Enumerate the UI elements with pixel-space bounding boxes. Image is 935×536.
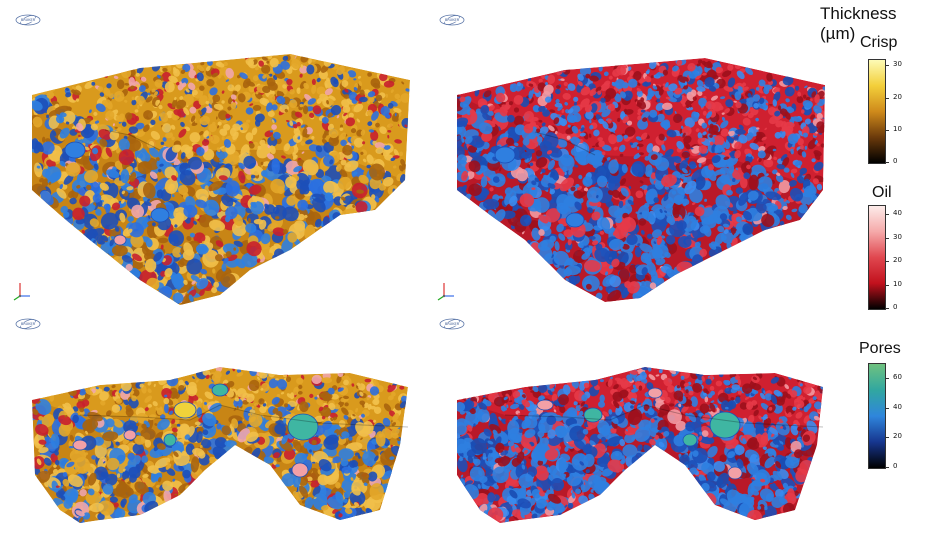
- colorbar-tick-mark: [886, 261, 889, 263]
- colorbar-tick-label: 20: [893, 92, 902, 101]
- colorbar-tick-mark: [886, 377, 889, 379]
- colorbar-tick-label: 10: [893, 124, 902, 133]
- colorbar-tick-mark: [886, 129, 889, 131]
- colorbar-tick-mark: [886, 284, 889, 286]
- pores-colorbar: [868, 363, 886, 469]
- bruker-logo: BRUKER: [15, 318, 41, 330]
- colorbar-tick-label: 30: [893, 232, 902, 241]
- crisp-oil-pores-top-left-render: [32, 54, 410, 305]
- orientation-axes-icon: [437, 283, 454, 301]
- colorbar-tick-mark: [886, 308, 889, 309]
- colorbar-tick-label: 20: [893, 256, 902, 265]
- oil-colorbar: [868, 205, 886, 310]
- colorbar-tick-mark: [886, 437, 889, 439]
- bruker-logo: BRUKER: [439, 14, 465, 26]
- colorbar-tick-label: 40: [893, 402, 902, 411]
- colorbar-tick-mark: [886, 407, 889, 409]
- legend-title: Thickness (µm): [820, 4, 897, 43]
- colorbar-tick-label: 60: [893, 372, 902, 381]
- colorbar-tick-label: 0: [893, 157, 898, 165]
- colorbar-tick-mark: [886, 467, 889, 468]
- bruker-logo: BRUKER: [439, 318, 465, 330]
- crisp-oil-pores-bottom-left-render: [32, 367, 409, 523]
- legend-section-label: Crisp: [860, 34, 898, 51]
- orientation-axes-icon: [13, 283, 30, 301]
- colorbar-tick-mark: [886, 162, 889, 163]
- colorbar-tick-mark: [886, 237, 889, 239]
- colorbar-tick-label: 10: [893, 279, 902, 288]
- colorbar-tick-label: 0: [893, 303, 898, 311]
- oil-pores-bottom-right-render: [457, 367, 824, 523]
- legend-section-label: Oil: [872, 184, 892, 201]
- colorbar-tick-mark: [886, 97, 889, 99]
- oil-pores-top-right-render: [457, 58, 825, 302]
- bruker-logo: BRUKER: [15, 14, 41, 26]
- colorbar-tick-label: 20: [893, 432, 902, 441]
- crisp-colorbar: [868, 59, 886, 164]
- colorbar-tick-label: 40: [893, 209, 902, 218]
- colorbar-tick-mark: [886, 65, 889, 67]
- colorbar-tick-label: 30: [893, 60, 902, 69]
- colorbar-tick-mark: [886, 214, 889, 216]
- legend-section-label: Pores: [859, 340, 901, 357]
- colorbar-tick-label: 0: [893, 462, 898, 470]
